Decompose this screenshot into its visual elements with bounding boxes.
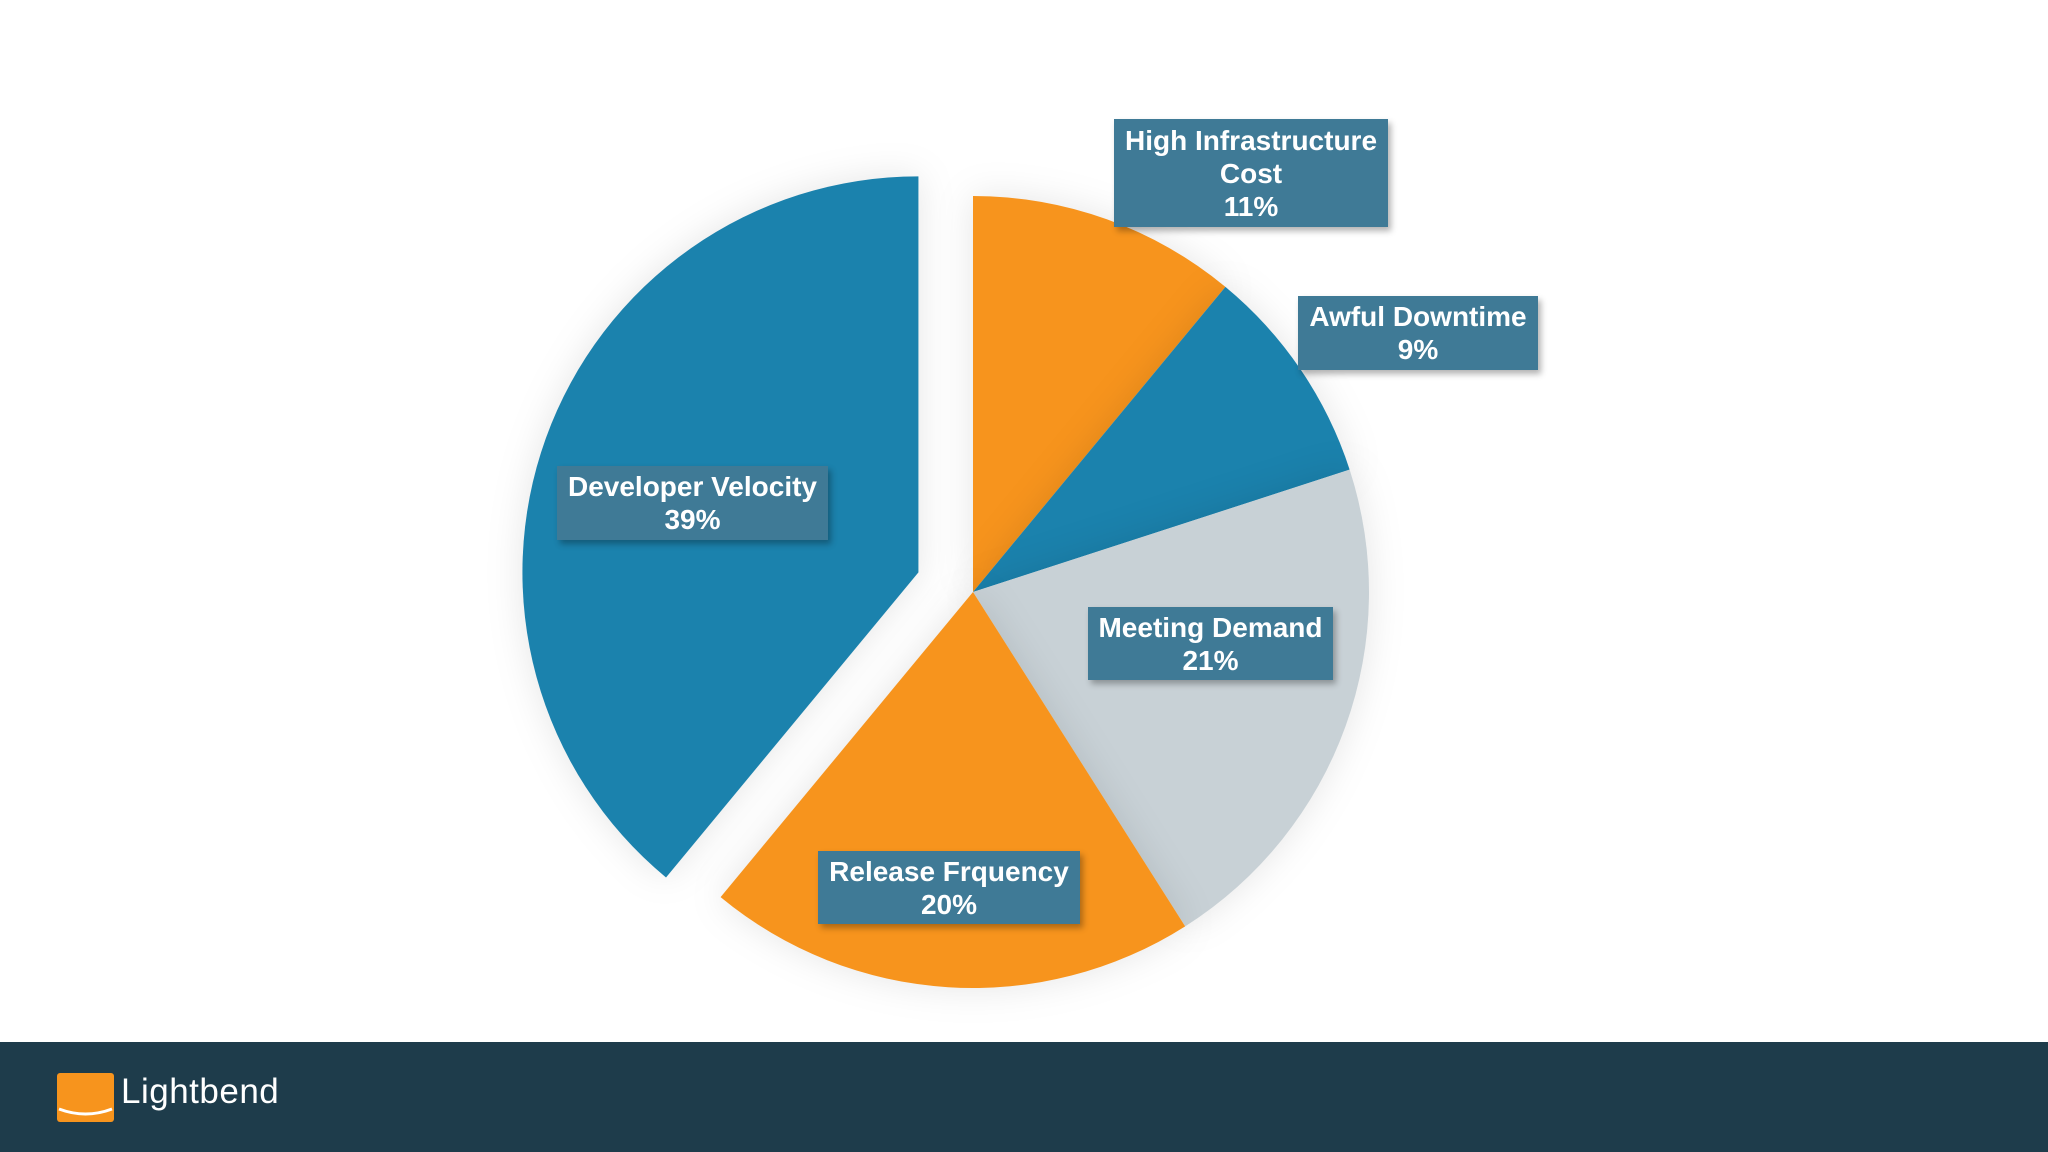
- pie-slice-meeting-demand: [973, 469, 1369, 927]
- label-line: Cost: [1219, 157, 1283, 189]
- label-high-infrastructure-cost: High Infrastructure Cost 11%: [1114, 119, 1388, 227]
- label-line: Meeting Demand: [1098, 611, 1323, 643]
- label-value: 20%: [920, 888, 978, 920]
- pie-slice-high-infrastructure-cost: [973, 196, 1226, 592]
- label-value: 21%: [1182, 644, 1239, 676]
- pie-slice-awful-downtime: [973, 286, 1350, 592]
- label-meeting-demand: Meeting Demand 21%: [1088, 607, 1333, 680]
- label-release-frquency: Release Frquency 20%: [818, 851, 1080, 924]
- label-line: Release Frquency: [829, 855, 1069, 887]
- label-line: Developer Velocity: [567, 471, 817, 502]
- label-value: 9%: [1397, 334, 1439, 365]
- footer-bar: Lightbend: [0, 1042, 2048, 1152]
- slide: High Infrastructure Cost 11% Awful Downt…: [522, 119, 1538, 988]
- label-developer-velocity: Developer Velocity 39%: [557, 466, 828, 540]
- lightbend-logo-icon: [57, 1073, 114, 1122]
- label-line: High Infrastructure: [1124, 124, 1378, 156]
- label-value: 11%: [1223, 190, 1279, 222]
- label-awful-downtime: Awful Downtime 9%: [1298, 296, 1538, 370]
- label-line: Awful Downtime: [1309, 301, 1527, 332]
- brand-name: Lightbend: [121, 1072, 280, 1111]
- label-value: 39%: [664, 504, 721, 535]
